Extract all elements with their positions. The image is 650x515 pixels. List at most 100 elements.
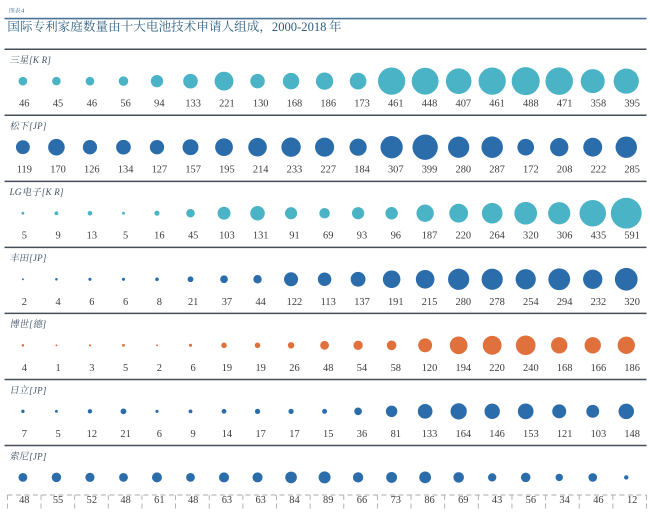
svg-text:4: 4 (21, 8, 25, 15)
svg-text:395: 395 (624, 99, 640, 110)
svg-text:54: 54 (357, 363, 368, 374)
svg-text:448: 448 (422, 99, 438, 110)
svg-text:133: 133 (422, 429, 438, 440)
svg-text:6: 6 (191, 363, 196, 374)
svg-text:254: 254 (523, 297, 539, 308)
svg-text:221: 221 (219, 99, 235, 110)
svg-text:[K R]: [K R] (29, 55, 51, 65)
svg-text:15: 15 (323, 429, 333, 440)
svg-text:137: 137 (354, 297, 370, 308)
svg-text:56: 56 (120, 99, 130, 110)
svg-text:488: 488 (523, 99, 539, 110)
svg-text:407: 407 (456, 99, 472, 110)
svg-text:227: 227 (320, 165, 336, 176)
svg-text:133: 133 (185, 99, 201, 110)
svg-text:471: 471 (557, 99, 573, 110)
svg-text:[K R]: [K R] (42, 187, 64, 197)
svg-text:103: 103 (591, 429, 607, 440)
svg-text:184: 184 (354, 165, 370, 176)
svg-text:320: 320 (523, 231, 539, 242)
svg-text:130: 130 (253, 99, 269, 110)
svg-text:186: 186 (320, 99, 336, 110)
svg-text:240: 240 (523, 363, 539, 374)
svg-text:134: 134 (118, 165, 134, 176)
svg-text:6: 6 (157, 429, 162, 440)
svg-text:166: 166 (591, 363, 607, 374)
svg-text:12: 12 (87, 429, 97, 440)
svg-text:46: 46 (593, 495, 603, 506)
svg-text:7: 7 (22, 429, 27, 440)
svg-text:91: 91 (289, 231, 299, 242)
svg-text:264: 264 (489, 231, 505, 242)
svg-text:5: 5 (22, 231, 27, 242)
svg-text:[JP]: [JP] (29, 253, 47, 263)
svg-text:48: 48 (120, 495, 130, 506)
svg-text:146: 146 (489, 429, 505, 440)
svg-text:9: 9 (191, 429, 196, 440)
svg-text:119: 119 (17, 165, 32, 176)
svg-text:13: 13 (87, 231, 97, 242)
svg-text:187: 187 (422, 231, 438, 242)
svg-text:5: 5 (123, 363, 128, 374)
svg-text:220: 220 (489, 363, 505, 374)
svg-text:222: 222 (591, 165, 607, 176)
svg-text:66: 66 (357, 495, 367, 506)
svg-text:4: 4 (55, 297, 61, 308)
svg-text:208: 208 (557, 165, 573, 176)
svg-text:63: 63 (255, 495, 265, 506)
svg-text:9: 9 (55, 231, 60, 242)
svg-text:43: 43 (492, 495, 502, 506)
svg-text:2: 2 (22, 297, 27, 308)
svg-text:358: 358 (591, 99, 607, 110)
svg-text:5: 5 (123, 231, 128, 242)
svg-text:170: 170 (50, 165, 66, 176)
svg-text:120: 120 (422, 363, 438, 374)
svg-text:45: 45 (188, 231, 198, 242)
svg-text:2: 2 (157, 363, 162, 374)
svg-text:36: 36 (357, 429, 367, 440)
svg-text:63: 63 (222, 495, 232, 506)
svg-text:2000-2018: 2000-2018 (272, 20, 327, 34)
svg-text:126: 126 (84, 165, 100, 176)
svg-text:435: 435 (591, 231, 607, 242)
svg-text:17: 17 (289, 429, 299, 440)
svg-text:81: 81 (391, 429, 401, 440)
svg-text:186: 186 (624, 363, 640, 374)
svg-text:21: 21 (120, 429, 130, 440)
svg-text:73: 73 (391, 495, 401, 506)
svg-text:12: 12 (627, 495, 637, 506)
svg-text:LG: LG (9, 188, 22, 198)
svg-text:[JP]: [JP] (29, 385, 47, 395)
svg-text:96: 96 (391, 231, 401, 242)
svg-text:26: 26 (289, 363, 299, 374)
svg-text:48: 48 (19, 495, 29, 506)
svg-text:113: 113 (321, 297, 336, 308)
svg-text:56: 56 (526, 495, 536, 506)
svg-text:164: 164 (456, 429, 472, 440)
svg-text:233: 233 (287, 165, 303, 176)
svg-text:157: 157 (185, 165, 201, 176)
svg-text:8: 8 (157, 297, 162, 308)
svg-text:153: 153 (523, 429, 539, 440)
svg-text:127: 127 (152, 165, 168, 176)
svg-text:195: 195 (219, 165, 235, 176)
svg-text:285: 285 (624, 165, 640, 176)
svg-text:61: 61 (154, 495, 164, 506)
svg-text:121: 121 (557, 429, 573, 440)
svg-text:44: 44 (255, 297, 266, 308)
svg-text:1: 1 (55, 363, 60, 374)
svg-text:93: 93 (357, 231, 367, 242)
svg-text:6: 6 (123, 297, 128, 308)
svg-text:307: 307 (388, 165, 404, 176)
svg-text:14: 14 (222, 429, 233, 440)
svg-text:215: 215 (422, 297, 438, 308)
svg-text:19: 19 (255, 363, 265, 374)
svg-text:[JP]: [JP] (29, 451, 47, 461)
svg-text:69: 69 (458, 495, 468, 506)
svg-text:294: 294 (557, 297, 573, 308)
svg-text:148: 148 (624, 429, 640, 440)
svg-text:5: 5 (55, 429, 60, 440)
svg-text:194: 194 (456, 363, 472, 374)
svg-text:[: [ (29, 319, 33, 329)
svg-text:21: 21 (188, 297, 198, 308)
